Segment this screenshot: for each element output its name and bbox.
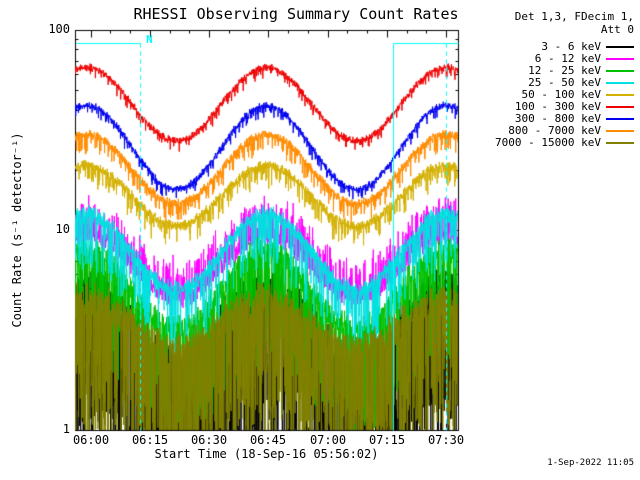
plot-generated-timestamp: 1-Sep-2022 11:05 [547,458,634,468]
x-tick-label: 07:30 [427,433,465,447]
legend-item: 6 - 12 keV [495,53,634,65]
x-tick-label: 07:15 [368,433,406,447]
legend-item-swatch [606,58,634,60]
legend-item: 3 - 6 keV [495,41,634,53]
legend-item: 12 - 25 keV [495,65,634,77]
legend-item-swatch [606,94,634,96]
legend: Det 1,3, FDecim 1, Att 0 3 - 6 keV 6 - 1… [495,10,634,149]
y-tick-label: 100 [48,22,70,36]
legend-item-label: 25 - 50 keV [528,76,601,89]
chart-title: RHESSI Observing Summary Count Rates [133,5,459,23]
legend-item-swatch [606,142,634,144]
legend-item-label: 7000 - 15000 keV [495,136,601,149]
legend-item: 7000 - 15000 keV [495,137,634,149]
legend-header-line1: Det 1,3, FDecim 1, [514,10,634,23]
legend-item-label: 50 - 100 keV [521,88,601,101]
legend-item-label: 6 - 12 keV [534,52,601,65]
x-tick-label: 06:00 [72,433,110,447]
legend-item-swatch [606,118,634,120]
legend-item-swatch [606,130,634,132]
legend-item-label: 100 - 300 keV [514,100,601,113]
legend-rows: 3 - 6 keV 6 - 12 keV 12 - 25 keV 25 - 50… [495,41,634,149]
x-tick-label: 06:15 [131,433,169,447]
legend-item-swatch [606,106,634,108]
legend-item-swatch [606,46,634,48]
legend-item: 25 - 50 keV [495,77,634,89]
legend-header-line2: Att 0 [600,23,634,36]
night-flag-label: N [146,33,153,46]
legend-item-label: 3 - 6 keV [541,40,601,53]
y-tick-label: 1 [62,422,70,436]
x-axis-label: Start Time (18-Sep-16 05:56:02) [154,447,379,461]
legend-item-label: 300 - 800 keV [514,112,601,125]
x-tick-label: 06:30 [190,433,228,447]
x-tick-label: 06:45 [249,433,287,447]
y-tick-label: 10 [55,222,70,236]
y-axis-label: Count Rate (s⁻¹ detector⁻¹) [10,132,24,328]
legend-item-label: 800 - 7000 keV [508,124,601,137]
legend-item: 50 - 100 keV [495,89,634,101]
legend-item-swatch [606,70,634,72]
legend-item-swatch [606,82,634,84]
legend-item: 100 - 300 keV [495,101,634,113]
legend-item-label: 12 - 25 keV [528,64,601,77]
x-tick-label: 07:00 [309,433,347,447]
legend-item: 300 - 800 keV [495,113,634,125]
legend-item: 800 - 7000 keV [495,125,634,137]
